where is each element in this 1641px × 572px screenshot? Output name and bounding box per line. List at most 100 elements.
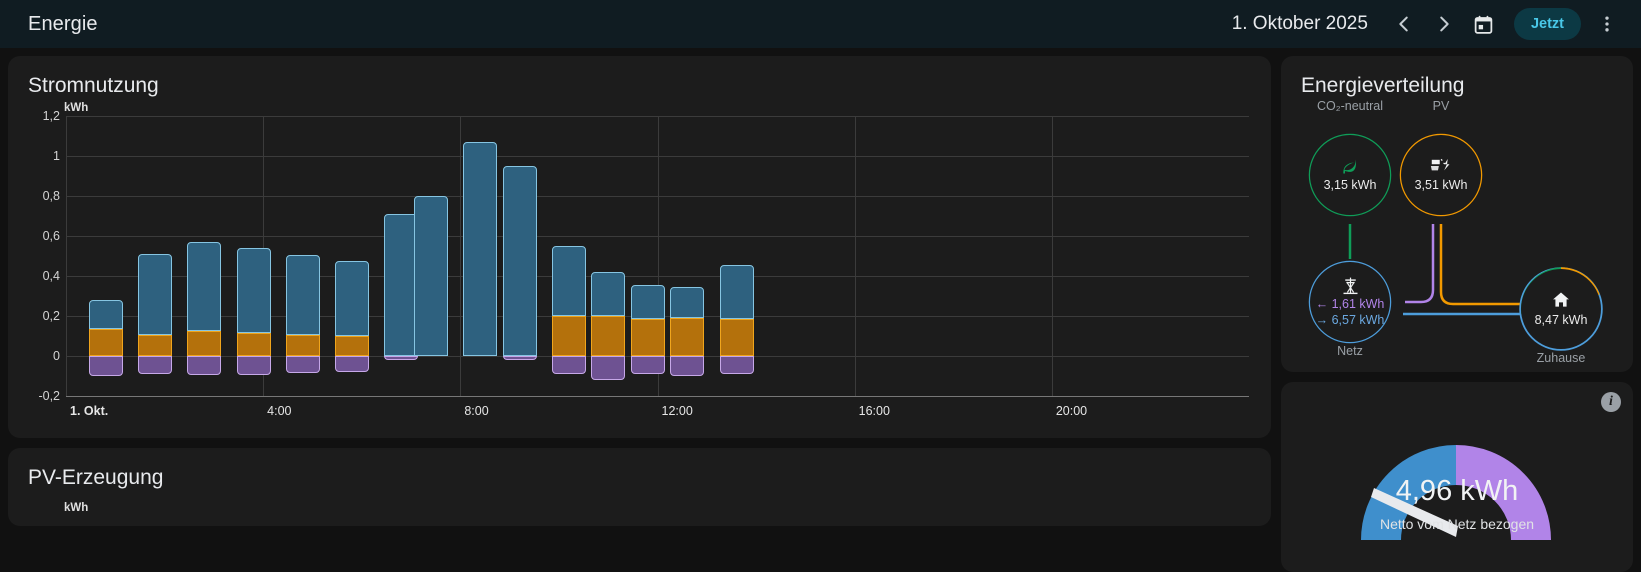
chart-y-tick-label: 0,6	[42, 229, 60, 243]
chart-bar[interactable]	[138, 116, 172, 396]
net-grid-gauge: 4,96 kWh Netto vom Netz bezogen	[1295, 390, 1619, 550]
chart-y-tick-label: -0,2	[38, 389, 60, 403]
node-co2-neutral[interactable]: 3,15 kWh	[1310, 135, 1390, 215]
chart-x-tick-label: 20:00	[1055, 404, 1088, 418]
previous-period-button[interactable]	[1384, 4, 1424, 44]
leaf-icon	[1343, 159, 1357, 174]
pv-generation-card: PV-Erzeugung kWh	[8, 448, 1271, 526]
chart-bar[interactable]	[88, 116, 123, 396]
calendar-picker-button[interactable]	[1464, 4, 1504, 44]
overflow-menu-button[interactable]	[1587, 4, 1627, 44]
chart-y-tick-label: 0,2	[42, 309, 60, 323]
info-icon[interactable]: i	[1601, 392, 1621, 412]
node-grid[interactable]: ← 1,61 kWh → 6,57 kWh	[1310, 262, 1390, 342]
chart-y-tick-label: 0	[53, 349, 60, 363]
bar-segment-solar	[630, 319, 665, 356]
node-pv[interactable]: 3,51 kWh	[1401, 135, 1481, 215]
bar-segment-feedin	[719, 356, 754, 374]
bar-segment-grid	[552, 246, 587, 316]
node-value-co2: 3,15 kWh	[1323, 178, 1377, 193]
chart-vgridline	[854, 116, 856, 396]
bar-segment-grid	[591, 272, 626, 316]
left-column: Stromnutzung kWh 1,2 1 0,8 0,6 0,4 0,2 0 -0,2 1.…	[8, 56, 1271, 572]
chart-bar[interactable]	[591, 116, 626, 396]
chart-vgridline	[657, 116, 659, 396]
energy-distribution-card: Energieverteilung	[1281, 56, 1633, 372]
bar-segment-feedin	[670, 356, 705, 376]
now-button[interactable]: Jetzt	[1513, 8, 1581, 40]
gauge-needle	[1371, 488, 1458, 537]
bar-segment-grid	[719, 265, 754, 319]
bar-segment-grid	[384, 214, 419, 356]
current-date-label: 1. Oktober 2025	[1231, 13, 1368, 34]
bar-segment-solar	[719, 319, 754, 356]
bar-segment-grid	[285, 255, 320, 335]
bar-segment-grid	[88, 300, 123, 329]
chart-y-tick-label: 1,2	[42, 109, 60, 123]
chart-bar[interactable]	[719, 116, 754, 396]
right-column: Energieverteilung	[1281, 56, 1633, 572]
net-grid-gauge-card: i 4,96 kWh Netto vom Netz bezogen	[1281, 382, 1633, 572]
chart-x-tick-label: 8:00	[464, 404, 489, 418]
bar-segment-solar	[591, 316, 626, 356]
bar-segment-grid	[630, 285, 665, 319]
chart-bar[interactable]	[630, 116, 665, 396]
bar-segment-solar	[670, 318, 705, 356]
home-icon	[1553, 292, 1569, 307]
bar-segment-feedin	[187, 356, 222, 375]
chart-gridline	[66, 396, 1249, 397]
bar-segment-feedin	[591, 356, 626, 380]
page-title: Energie	[28, 12, 98, 35]
chart-vgridline	[1051, 116, 1053, 396]
chart-bar[interactable]	[285, 116, 320, 396]
bar-segment-solar	[552, 316, 587, 356]
gauge-arc	[1361, 445, 1551, 541]
bar-segment-feedin	[138, 356, 172, 374]
chart-bar[interactable]	[335, 116, 370, 396]
node-home[interactable]: 8,47 kWh	[1521, 269, 1601, 349]
chart-bar[interactable]	[552, 116, 587, 396]
pv-generation-title: PV-Erzeugung	[28, 466, 164, 489]
bar-segment-grid	[463, 142, 498, 356]
chart-bar[interactable]	[414, 116, 449, 396]
bar-segment-solar	[335, 336, 370, 356]
pv-chart-y-unit-label: kWh	[64, 502, 89, 514]
bar-segment-feedin	[335, 356, 370, 372]
bar-segment-solar	[88, 329, 123, 356]
bar-segment-grid	[138, 254, 172, 335]
node-value-pv: 3,51 kWh	[1414, 178, 1468, 193]
node-caption-pv: PV	[1432, 99, 1450, 113]
transmission-tower-icon	[1343, 278, 1357, 295]
gauge-subtitle: Netto vom Netz bezogen	[1379, 516, 1535, 532]
chart-bar[interactable]	[670, 116, 705, 396]
chart-vgridline	[460, 116, 462, 396]
node-caption-co2: CO₂-neutral	[1317, 99, 1383, 113]
bar-segment-grid	[187, 242, 222, 331]
chevron-left-icon	[1399, 16, 1408, 32]
chart-y-tick-label: 0,4	[42, 269, 60, 283]
bar-segment-grid	[335, 261, 370, 336]
chart-bar[interactable]	[236, 116, 271, 396]
bar-segment-solar	[285, 335, 320, 356]
chart-bar[interactable]	[463, 116, 498, 396]
calendar-icon	[1475, 15, 1493, 34]
node-value-home: 8,47 kWh	[1534, 312, 1588, 327]
chart-x-tick-label: 1. Okt.	[70, 404, 109, 418]
bar-segment-feedin	[285, 356, 320, 373]
chart-bar[interactable]	[502, 116, 537, 396]
app-bar: Energie 1. Oktober 2025 Jetzt	[0, 0, 1641, 48]
next-period-button[interactable]	[1424, 4, 1464, 44]
energy-distribution-diagram: CO₂-neutral 3,15 kWh PV	[1295, 99, 1619, 366]
chart-bar[interactable]	[384, 116, 419, 396]
bar-segment-solar	[236, 333, 271, 356]
node-grid-import: → 6,57 kWh	[1315, 313, 1385, 327]
bar-segment-feedin	[630, 356, 665, 374]
electricity-usage-chart[interactable]: kWh 1,2 1 0,8 0,6 0,4 0,2 0 -0,2 1. Okt. 4:00 8:00…	[22, 102, 1257, 432]
bar-segment-grid	[502, 166, 537, 356]
energy-distribution-title: Energieverteilung	[1301, 74, 1465, 97]
chart-vgridline	[66, 116, 67, 396]
chart-y-tick-label: 0,8	[42, 189, 60, 203]
bar-segment-feedin	[502, 356, 537, 360]
chart-bar[interactable]	[187, 116, 222, 396]
bar-segment-feedin	[88, 356, 123, 376]
